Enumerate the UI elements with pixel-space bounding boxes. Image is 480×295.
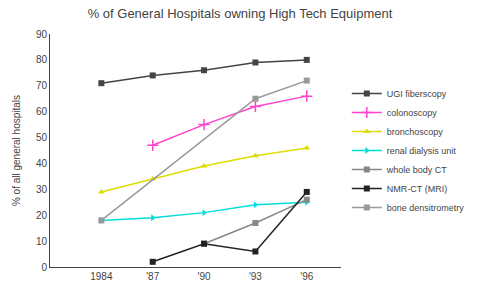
svg-text:colonoscopy: colonoscopy xyxy=(387,108,438,118)
svg-text:1984: 1984 xyxy=(90,271,113,282)
svg-text:% of General Hospitals owning: % of General Hospitals owning High Tech … xyxy=(88,6,393,21)
svg-text:90: 90 xyxy=(36,29,48,40)
svg-text:40: 40 xyxy=(36,158,48,169)
svg-text:'93: '93 xyxy=(249,271,262,282)
svg-text:NMR-CT (MRI): NMR-CT (MRI) xyxy=(387,184,447,194)
svg-text:80: 80 xyxy=(36,54,48,65)
svg-text:'90: '90 xyxy=(198,271,211,282)
svg-text:20: 20 xyxy=(36,210,48,221)
svg-text:bone densitrometry: bone densitrometry xyxy=(387,203,465,213)
svg-text:UGI fiberscopy: UGI fiberscopy xyxy=(387,89,447,99)
svg-text:60: 60 xyxy=(36,106,48,117)
svg-text:whole body CT: whole body CT xyxy=(386,165,448,175)
svg-text:50: 50 xyxy=(36,132,48,143)
svg-text:10: 10 xyxy=(36,236,48,247)
svg-text:% of all general hospitals: % of all general hospitals xyxy=(11,95,22,206)
svg-text:'87: '87 xyxy=(146,271,159,282)
svg-text:0: 0 xyxy=(41,262,47,273)
svg-text:70: 70 xyxy=(36,80,48,91)
svg-text:bronchoscopy: bronchoscopy xyxy=(387,127,444,137)
svg-text:30: 30 xyxy=(36,184,48,195)
svg-text:renal dialysis unit: renal dialysis unit xyxy=(387,146,457,156)
svg-text:'96: '96 xyxy=(300,271,313,282)
